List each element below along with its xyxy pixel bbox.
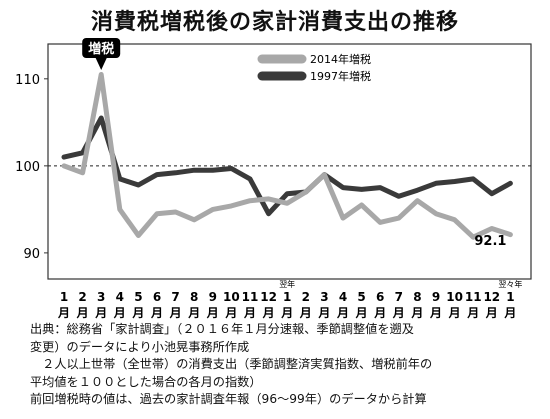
x-tick-unit: 月 bbox=[448, 306, 461, 320]
source-notes: 出典：総務省「家計調査」（２０１６年１月分速報、季節調整値を遡及 変更）のデータ… bbox=[30, 321, 545, 409]
year-marker: 翌々年 bbox=[498, 279, 522, 289]
series-layer bbox=[61, 72, 513, 240]
x-tick-unit: 月 bbox=[410, 306, 423, 320]
x-tick-label: 12 bbox=[260, 290, 277, 304]
x-tick-unit: 月 bbox=[131, 306, 144, 320]
x-tick-label: 1 bbox=[506, 290, 514, 304]
x-tick-label: 5 bbox=[134, 290, 142, 304]
x-tick-unit: 月 bbox=[187, 306, 200, 320]
x-tick-unit: 月 bbox=[169, 306, 182, 320]
y-axis: 90 100 110 bbox=[15, 73, 48, 262]
x-tick-unit: 月 bbox=[299, 306, 312, 320]
x-tick-unit: 月 bbox=[57, 306, 70, 320]
x-tick-unit: 月 bbox=[373, 306, 386, 320]
y-tick-label: 110 bbox=[15, 73, 40, 88]
legend-label: 1997年増税 bbox=[310, 69, 371, 83]
series-line-0 bbox=[61, 115, 513, 217]
x-tick-unit: 月 bbox=[503, 306, 516, 320]
x-tick-label: 5 bbox=[357, 290, 365, 304]
x-tick-unit: 月 bbox=[76, 306, 89, 320]
x-tick-label: 3 bbox=[97, 290, 105, 304]
x-tick-label: 7 bbox=[171, 290, 179, 304]
x-tick-unit: 月 bbox=[150, 306, 163, 320]
x-tick-label: 3 bbox=[320, 290, 328, 304]
x-tick-label: 11 bbox=[242, 290, 259, 304]
x-tick-unit: 月 bbox=[336, 306, 349, 320]
x-tick-label: 4 bbox=[339, 290, 347, 304]
x-tick-unit: 月 bbox=[262, 306, 275, 320]
end-value-label: 92.1 bbox=[474, 234, 506, 249]
x-tick-label: 6 bbox=[376, 290, 384, 304]
x-tick-label: 9 bbox=[432, 290, 440, 304]
x-tick-label: 4 bbox=[116, 290, 124, 304]
x-tick-unit: 月 bbox=[243, 306, 256, 320]
x-tick-unit: 月 bbox=[94, 306, 107, 320]
y-tick-label: 100 bbox=[15, 160, 40, 175]
x-tick-label: 8 bbox=[190, 290, 198, 304]
x-tick-label: 9 bbox=[209, 290, 217, 304]
series-line-1 bbox=[61, 72, 513, 240]
annotations: 増税 92.1 bbox=[82, 38, 506, 249]
x-tick-label: 7 bbox=[395, 290, 403, 304]
x-tick-label: 12 bbox=[483, 290, 500, 304]
plot-frame bbox=[47, 43, 532, 280]
note-line: 前回増税時の値は、過去の家計調査年報（96〜99年）のデータから計算 bbox=[30, 392, 427, 406]
note-line: 平均値を１００とした場合の各月の指数） bbox=[30, 374, 262, 389]
x-tick-label: 2 bbox=[78, 290, 86, 304]
year-marker: 翌年 bbox=[279, 279, 295, 289]
x-tick-label: 11 bbox=[465, 290, 482, 304]
note-line: 出典：総務省「家計調査」（２０１６年１月分速報、季節調整値を遡及 bbox=[30, 322, 414, 336]
x-tick-label: 1 bbox=[283, 290, 291, 304]
callout-box bbox=[82, 38, 121, 58]
chart-title: 消費税増税後の家計消費支出の推移 bbox=[90, 10, 459, 35]
note-line: 変更）のデータにより小池晃事務所作成 bbox=[30, 339, 250, 354]
x-tick-label: 6 bbox=[153, 290, 161, 304]
x-tick-label: 10 bbox=[223, 290, 240, 304]
x-tick-label: 10 bbox=[446, 290, 463, 304]
callout-label: 増税 bbox=[88, 41, 114, 57]
x-tick-unit: 月 bbox=[429, 306, 442, 320]
legend: 2014年増税 1997年増税 bbox=[257, 52, 371, 83]
x-tick-unit: 月 bbox=[113, 306, 126, 320]
x-tick-unit: 月 bbox=[317, 306, 330, 320]
x-tick-unit: 月 bbox=[206, 306, 219, 320]
x-tick-unit: 月 bbox=[392, 306, 405, 320]
legend-label: 2014年増税 bbox=[310, 52, 371, 66]
note-line: ２人以上世帯（全世帯）の消費支出（季節調整済実質指数、増税前年の bbox=[30, 357, 433, 371]
x-tick-unit: 月 bbox=[466, 306, 479, 320]
x-tick-unit: 月 bbox=[224, 306, 237, 320]
x-tick-label: 1 bbox=[60, 290, 68, 304]
x-tick-unit: 月 bbox=[485, 306, 498, 320]
x-axis: 1月2月3月4月5月6月7月8月9月10月11月12月1月2月3月4月5月6月7… bbox=[57, 279, 522, 320]
x-tick-label: 8 bbox=[413, 290, 421, 304]
callout-pointer bbox=[95, 57, 108, 70]
x-tick-unit: 月 bbox=[355, 306, 368, 320]
x-tick-label: 2 bbox=[302, 290, 310, 304]
x-tick-unit: 月 bbox=[280, 306, 293, 320]
y-tick-label: 90 bbox=[23, 247, 40, 262]
